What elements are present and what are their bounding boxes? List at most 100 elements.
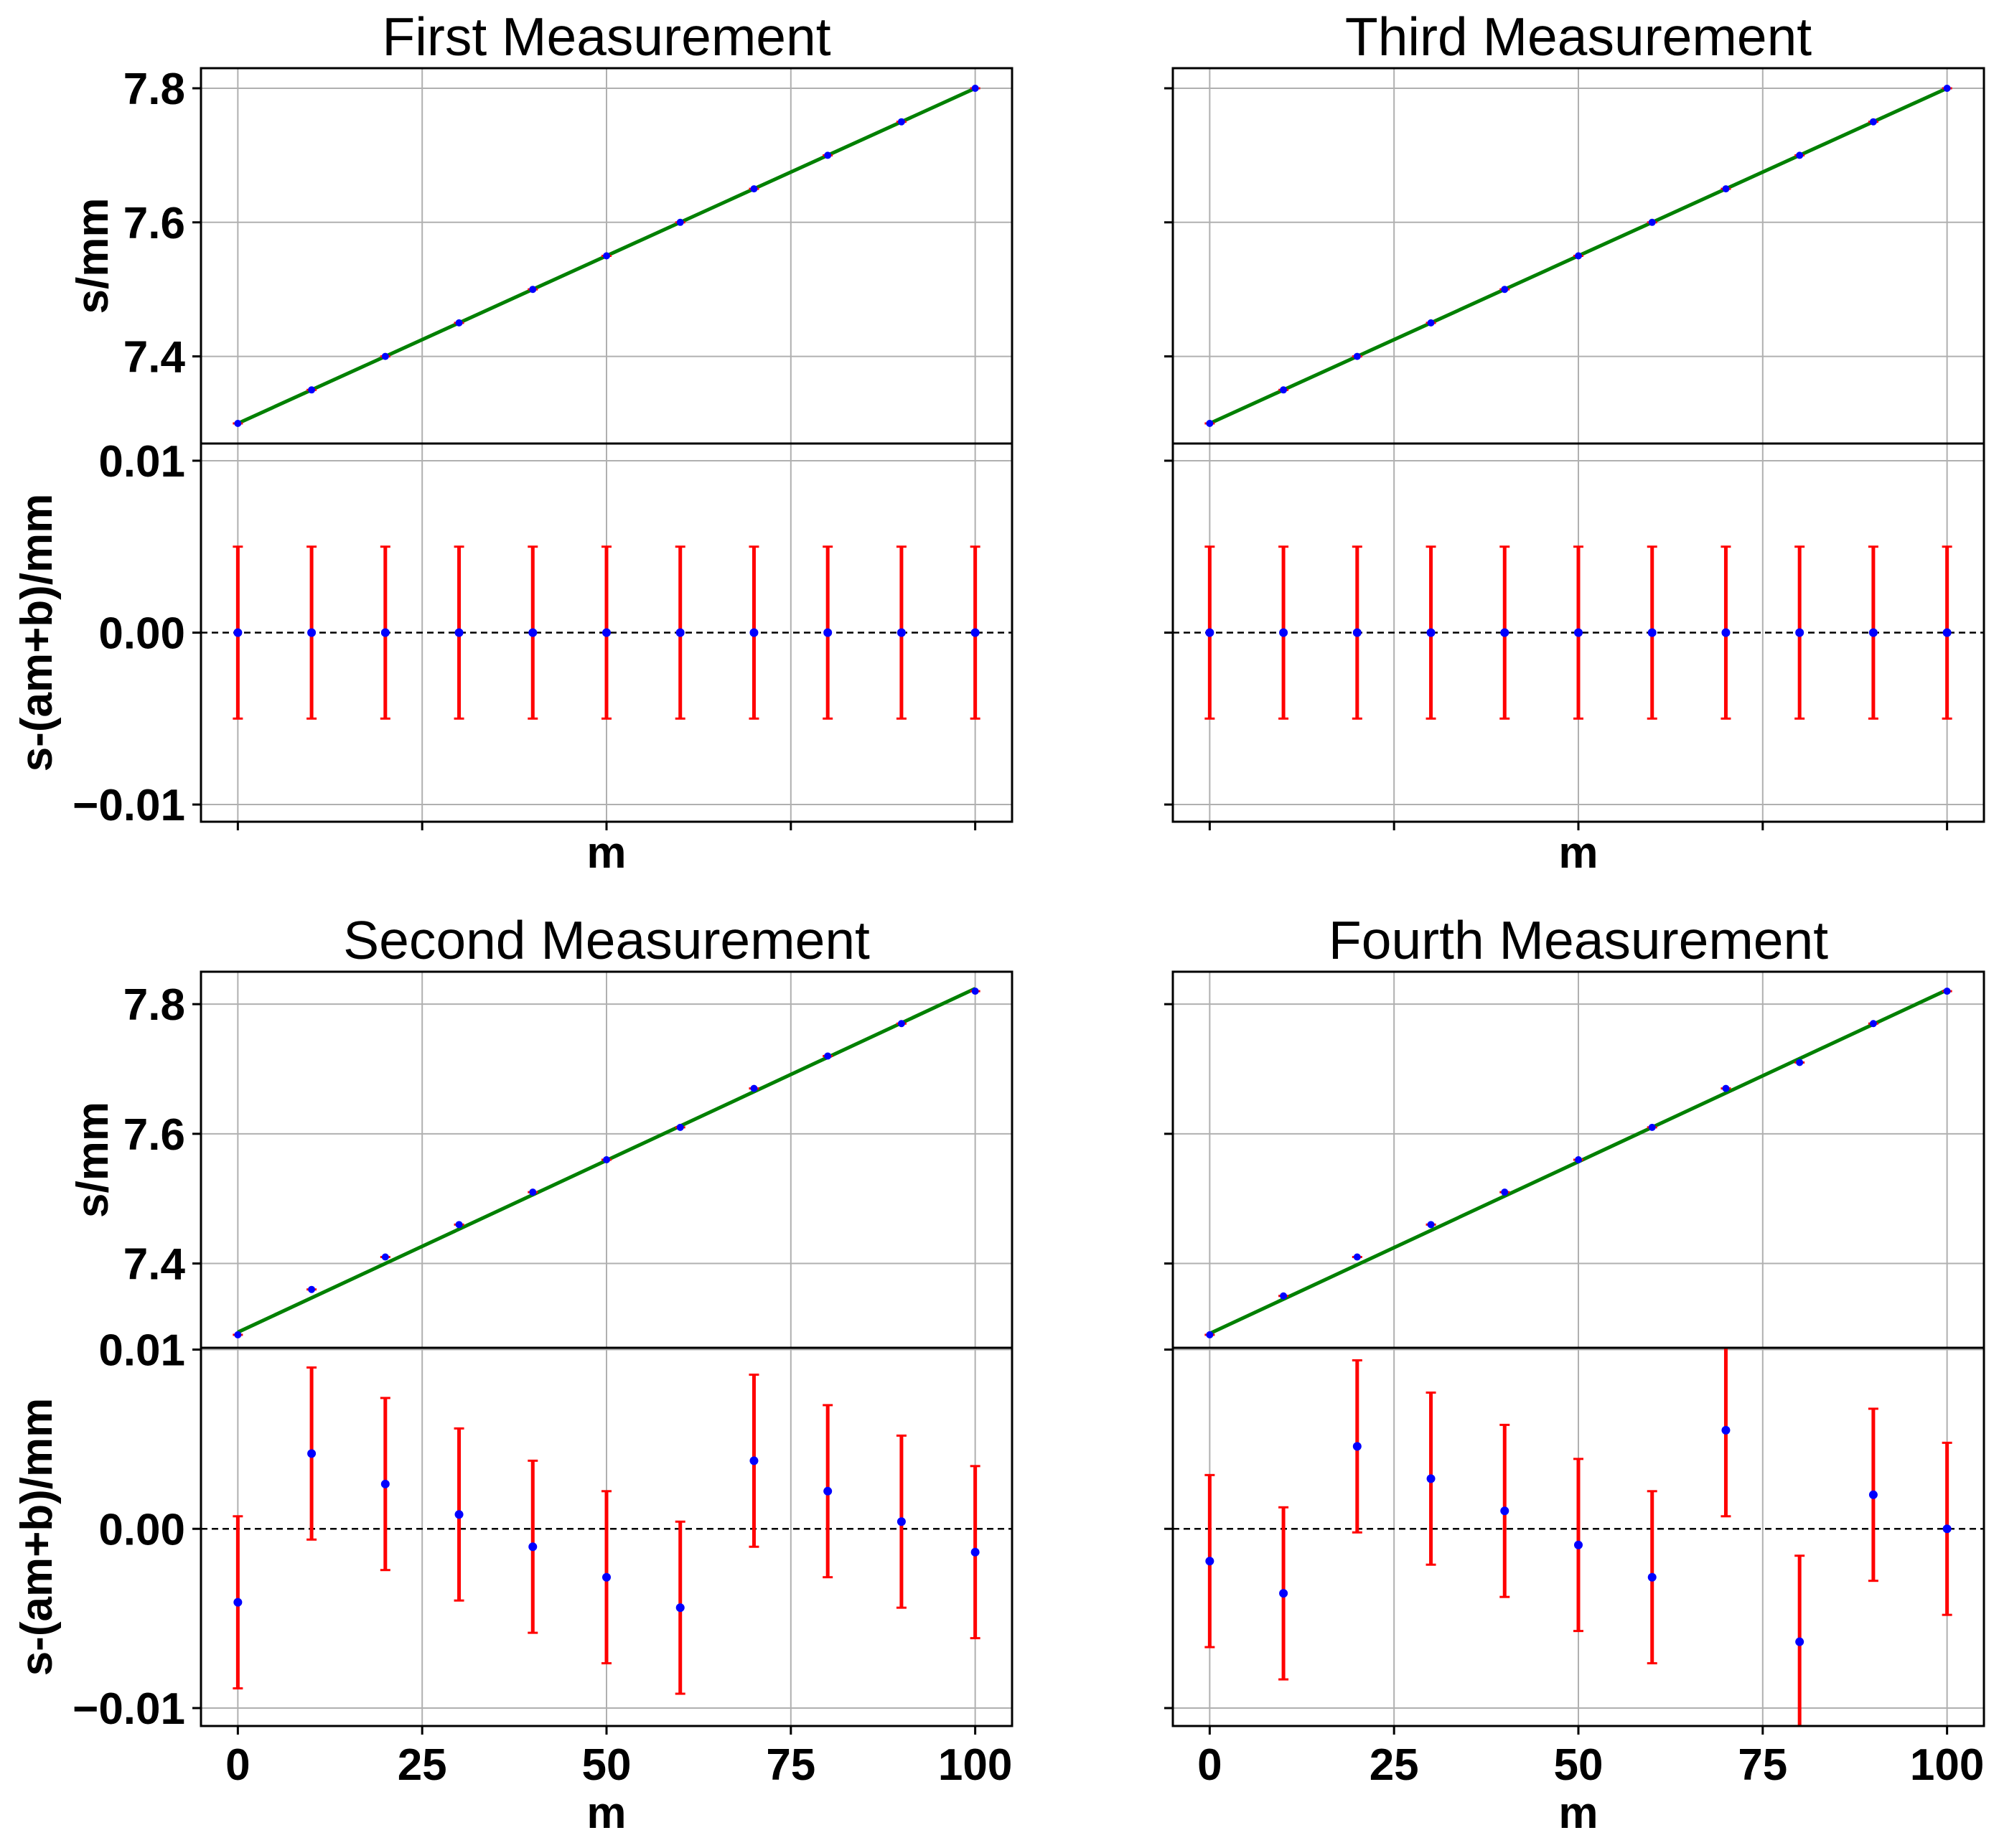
data-point (1206, 419, 1214, 427)
data-point (308, 1285, 316, 1293)
residual-point (1868, 628, 1878, 637)
residual-group (1204, 545, 1952, 720)
ytick-label: 7.6 (123, 199, 185, 248)
residual-point (896, 628, 906, 637)
residual-point (602, 1572, 611, 1582)
xtick-label: 25 (1370, 1740, 1419, 1790)
data-point (897, 118, 905, 126)
xtick-label: 25 (398, 1740, 447, 1790)
data-point (676, 218, 684, 226)
data-point (234, 419, 242, 427)
data-point (1353, 1253, 1361, 1261)
residual-point (1352, 1442, 1362, 1451)
panel-2: Second Measurement 7.4 7.6 7.8 −0.01 0.00 0.01… (12, 910, 1013, 1838)
residual-point (1352, 628, 1362, 637)
residual-point (1795, 628, 1804, 637)
residual-point (454, 1510, 464, 1519)
residual-point (1279, 1589, 1288, 1598)
data-point (824, 151, 832, 159)
residual-point (1205, 1557, 1214, 1566)
data-point (1280, 386, 1288, 394)
residual-point (1574, 628, 1583, 637)
residual-point (1574, 1540, 1583, 1549)
y-axis-label-top: s/mm (68, 1102, 118, 1218)
data-point (676, 1123, 684, 1131)
residual-point (307, 1449, 317, 1458)
data-point (1943, 85, 1951, 93)
panel-title: Third Measurement (1345, 6, 1812, 67)
x-axis-label: m (586, 1788, 626, 1838)
residual-point (823, 628, 833, 637)
ytick-label: 7.6 (123, 1110, 185, 1160)
ytick-label: 7.4 (123, 1240, 186, 1290)
data-point (529, 1188, 537, 1196)
residual-point (1647, 628, 1657, 637)
data-point (750, 185, 758, 193)
data-point (1427, 319, 1435, 327)
residual-point (380, 628, 390, 637)
residual-point (1426, 1474, 1436, 1483)
data-point (455, 1221, 463, 1229)
y-axis-label-top: s/mm (68, 198, 118, 314)
residual-point (307, 628, 317, 637)
data-point (1869, 1020, 1877, 1028)
residual-point (1500, 628, 1509, 637)
residual-point (602, 628, 611, 637)
ytick-label: 7.8 (123, 980, 185, 1030)
data-point (1353, 352, 1361, 360)
data-point (1427, 1221, 1435, 1229)
residual-point (675, 1603, 685, 1613)
ytick-label: 0.00 (98, 1505, 185, 1554)
ytick-label: 0.01 (98, 437, 185, 487)
residual-point (1647, 1572, 1657, 1582)
data-point (308, 386, 316, 394)
xtick-label: 100 (938, 1740, 1012, 1790)
data-point (1648, 1123, 1656, 1131)
data-point (1869, 118, 1877, 126)
data-point (603, 1156, 610, 1163)
residual-point (896, 1517, 906, 1526)
panel-3: Fourth Measurement 0 25 50 75 100 m (1164, 910, 1985, 1838)
residual-group (1204, 1348, 1952, 1726)
residual-point (675, 628, 685, 637)
data-point (971, 988, 979, 995)
y-axis-label-bottom: s-(am+b)/mm (12, 1398, 62, 1676)
xtick-label: 100 (1910, 1740, 1984, 1790)
residual-point (823, 1486, 833, 1496)
data-point (1501, 286, 1509, 294)
data-point (1943, 988, 1951, 995)
data-point (1575, 1156, 1582, 1163)
residual-point (749, 1456, 759, 1465)
xtick-label: 0 (225, 1740, 250, 1790)
ytick-label: 0.00 (98, 609, 185, 659)
residual-point (528, 628, 538, 637)
residual-point (970, 1547, 980, 1557)
data-point (1280, 1292, 1288, 1300)
x-axis-label: m (586, 828, 626, 878)
residual-point (970, 628, 980, 637)
residual-point (1721, 628, 1731, 637)
residual-point (1279, 628, 1288, 637)
data-point (529, 286, 537, 294)
ytick-label: −0.01 (72, 781, 185, 830)
xtick-label: 0 (1197, 1740, 1222, 1790)
data-point (824, 1052, 832, 1060)
ytick-label: 7.8 (123, 65, 185, 114)
xtick-label: 75 (1738, 1740, 1787, 1790)
data-point (1722, 185, 1730, 193)
data-point (1501, 1188, 1509, 1196)
residual-point (1942, 1524, 1952, 1534)
data-point (1796, 1059, 1804, 1066)
xtick-label: 75 (766, 1740, 815, 1790)
data-point (1796, 151, 1804, 159)
residual-point (1795, 1637, 1804, 1646)
residual-point (1721, 1425, 1731, 1435)
data-point (1648, 218, 1656, 226)
xtick-label: 50 (582, 1740, 632, 1790)
panel-title: First Measurement (382, 6, 830, 67)
ytick-label: 0.01 (98, 1326, 185, 1375)
residual-point (233, 628, 243, 637)
panel-title: Fourth Measurement (1329, 910, 1828, 970)
y-axis-label-bottom: s-(am+b)/mm (12, 494, 62, 772)
